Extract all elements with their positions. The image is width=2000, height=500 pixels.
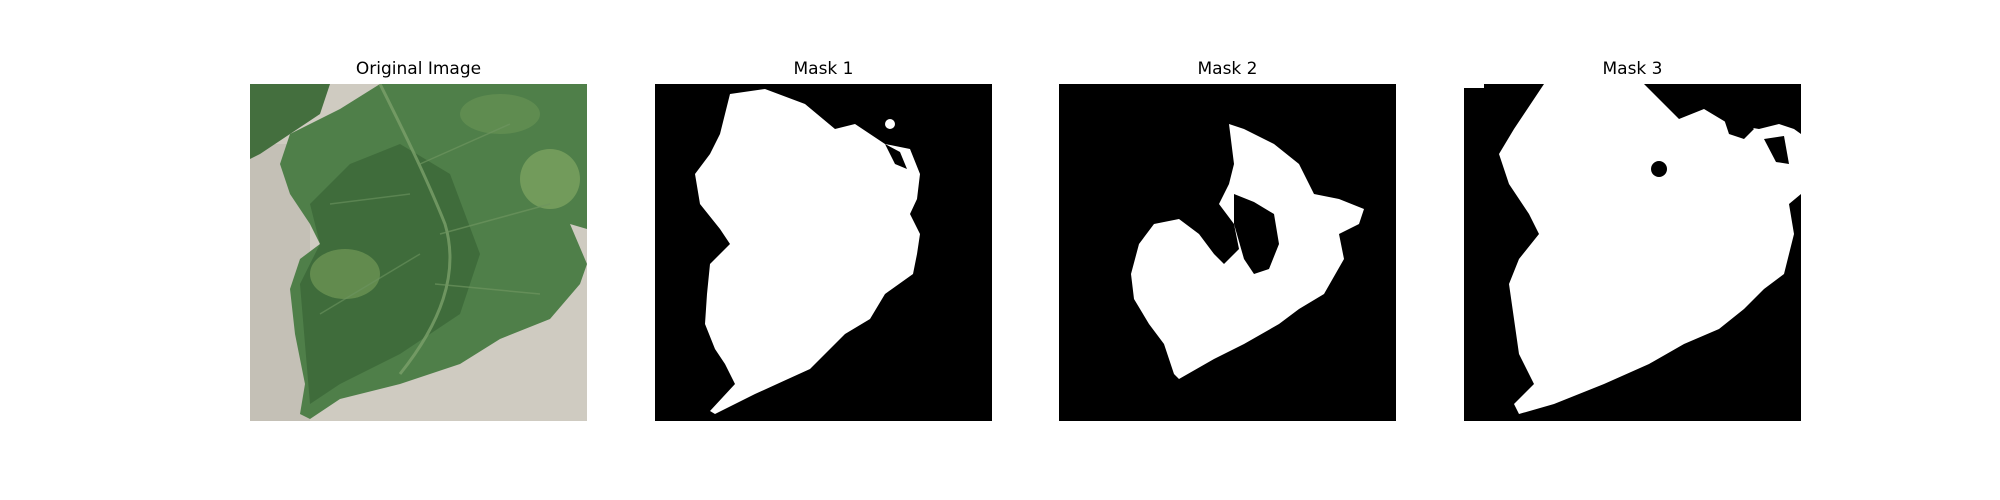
panel-mask-1: Mask 1: [655, 0, 992, 500]
mask-2-image: [1059, 84, 1396, 421]
mask-3-image: [1464, 84, 1801, 421]
mask-1-image: [655, 84, 992, 421]
panel-title: Mask 1: [793, 59, 854, 79]
panel-title: Original Image: [355, 59, 482, 79]
panel-title: Mask 3: [1602, 59, 1663, 79]
panel-mask-2: Mask 2: [1059, 0, 1396, 500]
leaf-photo: [250, 84, 587, 421]
panel-original-image: Original Image: [250, 0, 587, 500]
panel-title: Mask 2: [1197, 59, 1258, 79]
panel-mask-3: Mask 3: [1464, 0, 1801, 500]
